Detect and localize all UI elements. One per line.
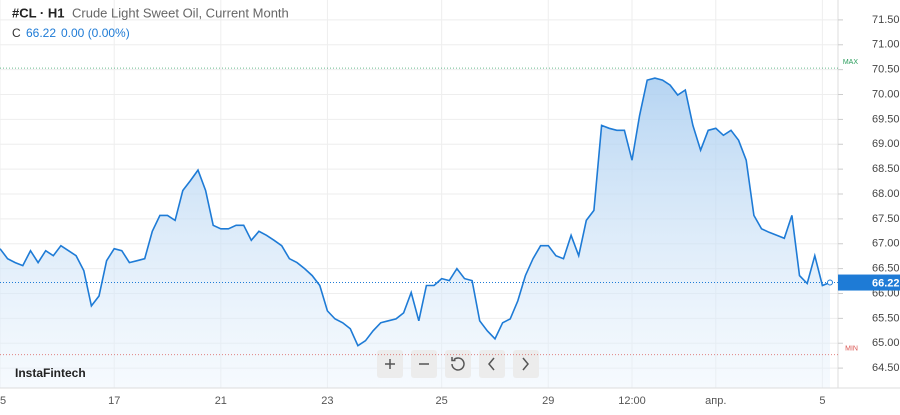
- min-line-label: MIN: [845, 346, 858, 353]
- nav-buttons: [377, 350, 539, 378]
- close-change: 0.00 (0.00%): [61, 26, 130, 40]
- x-tick-label: апр.: [705, 395, 726, 407]
- x-tick-label: 23: [321, 395, 333, 407]
- y-tick-label: 67.50: [872, 213, 900, 225]
- y-tick-label: 67.00: [872, 238, 900, 250]
- y-tick-label: 70.00: [872, 88, 900, 100]
- y-tick-label: 68.50: [872, 163, 900, 175]
- y-tick-label: 65.50: [872, 312, 900, 324]
- x-tick-label: 25: [436, 395, 448, 407]
- close-value: 66.22: [26, 26, 56, 40]
- chart-title: Crude Light Sweet Oil, Current Month: [72, 5, 289, 20]
- x-tick-label: 5: [819, 395, 825, 407]
- x-tick-label: 17: [108, 395, 120, 407]
- y-tick-label: 65.00: [872, 337, 900, 349]
- scroll-right-icon: [522, 357, 529, 371]
- x-tick-label: 21: [215, 395, 227, 407]
- x-tick-label: 12:00: [618, 395, 646, 407]
- price-tag-label: 66.22: [872, 277, 900, 289]
- watermark: InstaFintech: [15, 366, 86, 380]
- price-line: [0, 77, 831, 347]
- y-tick-label: 69.50: [872, 113, 900, 125]
- y-tick-label: 70.50: [872, 64, 900, 76]
- y-tick-label: 64.50: [872, 362, 900, 374]
- plot: [0, 77, 831, 388]
- scroll-left-button[interactable]: [479, 350, 505, 378]
- zoom-in-icon: [385, 359, 395, 369]
- y-tick-label: 68.00: [872, 188, 900, 200]
- x-tick-label: 15: [0, 395, 6, 407]
- close-label: C: [12, 26, 21, 40]
- price-tag: [838, 274, 900, 291]
- symbol: #CL · H1: [12, 5, 65, 20]
- y-tick-label: 69.00: [872, 138, 900, 150]
- last-point: [827, 279, 833, 286]
- reset-button[interactable]: [445, 350, 471, 378]
- y-tick-label: 71.50: [872, 14, 900, 26]
- reset-icon: [451, 357, 465, 371]
- area-fill: [0, 78, 830, 388]
- max-line-label: MAX: [843, 59, 859, 66]
- x-tick-label: 29: [542, 395, 554, 407]
- scroll-left-icon: [488, 357, 495, 371]
- y-tick-label: 66.50: [872, 263, 900, 275]
- y-tick-label: 71.00: [872, 39, 900, 51]
- scroll-right-button[interactable]: [513, 350, 539, 378]
